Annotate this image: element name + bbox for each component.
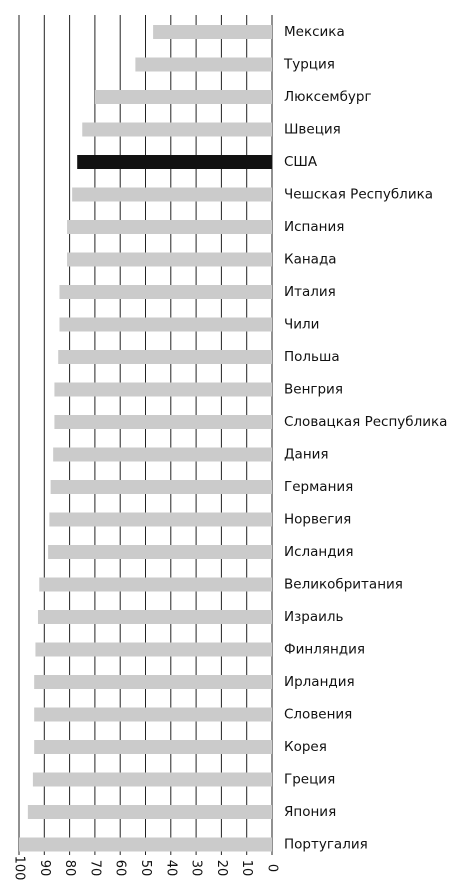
bar <box>19 837 272 852</box>
category-label: Польша <box>284 349 340 365</box>
x-tick-label: 10 <box>239 860 254 877</box>
category-label: Португалия <box>284 837 368 853</box>
category-label: Исландия <box>284 544 353 560</box>
category-label: Норвегия <box>284 512 351 528</box>
bar <box>59 285 273 299</box>
category-label: Финляндия <box>284 642 365 658</box>
category-label: Испания <box>284 219 344 235</box>
category-label: Корея <box>284 739 327 755</box>
category-label: Италия <box>284 284 336 300</box>
bar <box>67 220 272 234</box>
bar <box>49 512 272 527</box>
x-tick-label: 70 <box>87 860 102 877</box>
bar <box>59 317 273 332</box>
bar <box>135 57 272 72</box>
x-tick-label: 80 <box>62 860 77 877</box>
category-label: Великобритания <box>284 577 403 593</box>
x-tick-labels: 100 90 80 70 60 50 40 30 20 10 0 <box>12 856 280 881</box>
bar <box>34 707 273 722</box>
bar <box>34 675 273 689</box>
bar <box>72 187 272 202</box>
category-label: Израиль <box>284 609 344 625</box>
category-label: Словения <box>284 707 352 723</box>
x-tick-label: 30 <box>189 860 204 877</box>
bar-highlight <box>77 155 272 169</box>
bars <box>19 25 273 852</box>
category-label: Турция <box>283 57 335 73</box>
bar <box>94 90 273 104</box>
bar <box>34 740 273 754</box>
bar <box>53 447 272 462</box>
category-labels: Мексика Турция Люксембург Швеция США Чешская … <box>283 24 447 853</box>
x-tick-label: 90 <box>37 860 52 877</box>
x-tick-label: 100 <box>12 856 27 881</box>
category-label: Люксембург <box>284 89 372 105</box>
x-tick-label: 40 <box>163 860 178 877</box>
x-tick-label: 0 <box>265 864 280 872</box>
category-label: Германия <box>284 479 353 495</box>
bar <box>27 805 273 819</box>
bar <box>48 545 272 559</box>
grid-lines <box>18 15 273 855</box>
category-label: Чешская Республика <box>284 187 433 203</box>
category-label: Швеция <box>284 122 341 138</box>
category-label: Венгрия <box>284 382 343 398</box>
bar <box>39 577 272 592</box>
bar <box>37 610 272 624</box>
bar <box>153 25 272 39</box>
x-tick-label: 20 <box>214 860 229 877</box>
bar <box>67 252 272 267</box>
bar <box>54 382 272 397</box>
bar <box>32 772 272 787</box>
category-label: Мексика <box>284 24 345 40</box>
bar <box>35 642 272 657</box>
category-label: Ирландия <box>284 674 355 690</box>
category-label: Канада <box>284 252 337 268</box>
bar <box>50 480 272 494</box>
x-tick-label: 50 <box>138 860 153 877</box>
category-label: Дания <box>284 447 329 463</box>
category-label: Словацкая Республика <box>284 414 447 430</box>
category-label: Греция <box>284 772 335 788</box>
category-label: Чили <box>284 317 319 333</box>
x-tick-label: 60 <box>113 860 128 877</box>
bar <box>58 350 273 364</box>
bar <box>54 415 272 429</box>
bar <box>82 122 272 137</box>
category-label: США <box>284 154 318 170</box>
category-label: Япония <box>284 804 336 820</box>
